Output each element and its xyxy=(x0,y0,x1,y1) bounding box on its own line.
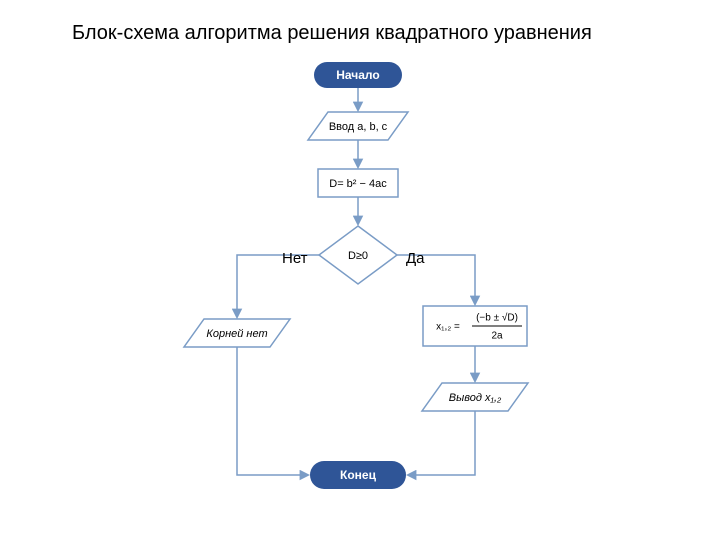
node-discriminant: D= b² − 4ac xyxy=(318,169,398,197)
edge-no-end xyxy=(237,347,308,475)
node-decision: D≥0 xyxy=(319,226,397,284)
flowchart-svg: Начало Ввод a, b, c D= b² − 4ac D≥0 Корн… xyxy=(0,0,720,540)
svg-text:(−b ± √D): (−b ± √D) xyxy=(476,312,518,324)
node-input: Ввод a, b, c xyxy=(308,112,408,140)
edge-yes-end xyxy=(408,411,475,475)
svg-text:Вывод x₁,₂: Вывод x₁,₂ xyxy=(449,392,502,404)
node-roots-formula: x₁,₂ = (−b ± √D) 2a xyxy=(423,306,527,346)
node-end: Конец xyxy=(310,461,406,489)
svg-text:Корней нет: Корней нет xyxy=(206,328,267,340)
svg-text:2a: 2a xyxy=(491,331,503,342)
svg-text:D= b² − 4ac: D= b² − 4ac xyxy=(329,178,387,190)
svg-text:D≥0: D≥0 xyxy=(348,250,368,262)
node-output: Вывод x₁,₂ xyxy=(422,383,528,411)
branch-label-yes: Да xyxy=(406,250,425,267)
node-no-roots: Корней нет xyxy=(184,319,290,347)
svg-text:Начало: Начало xyxy=(336,68,379,82)
svg-text:Ввод a, b, c: Ввод a, b, c xyxy=(329,121,388,133)
svg-text:x₁,₂ =: x₁,₂ = xyxy=(436,322,460,333)
branch-label-no: Нет xyxy=(282,250,310,267)
node-start: Начало xyxy=(314,62,402,88)
svg-text:Конец: Конец xyxy=(340,468,377,482)
